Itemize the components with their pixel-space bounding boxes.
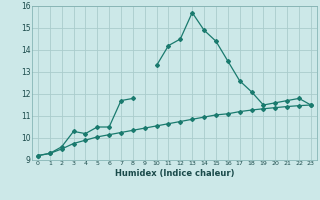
X-axis label: Humidex (Indice chaleur): Humidex (Indice chaleur): [115, 169, 234, 178]
